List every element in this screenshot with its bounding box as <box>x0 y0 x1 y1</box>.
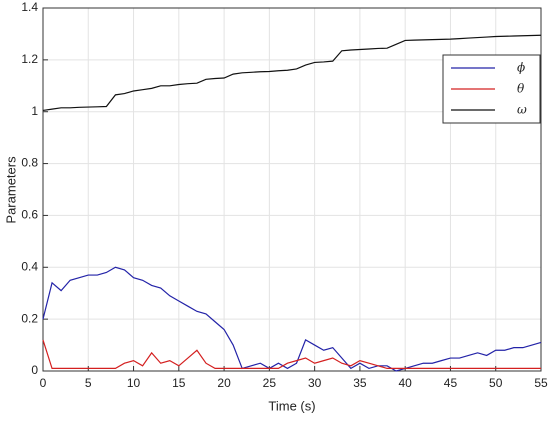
series-line <box>42 34 542 112</box>
x-tick-label: 50 <box>489 376 503 390</box>
y-tick-label: 0 <box>31 363 38 377</box>
x-tick-label: 55 <box>534 376 548 390</box>
y-tick-label: 1 <box>31 104 38 118</box>
x-tick-label: 35 <box>353 376 367 390</box>
legend-label: θ <box>517 82 525 96</box>
x-tick-label: 5 <box>85 376 92 390</box>
y-axis-label: Parameters <box>3 156 18 224</box>
legend-label: ϕ <box>517 61 525 75</box>
x-tick-label: 45 <box>444 376 458 390</box>
y-tick-label: 0.8 <box>21 156 38 170</box>
x-tick-label: 40 <box>399 376 413 390</box>
y-tick-label: 0.4 <box>21 259 38 273</box>
x-tick-label: 20 <box>217 376 231 390</box>
y-tick-label: 1.4 <box>21 0 38 14</box>
x-tick-label: 15 <box>172 376 186 390</box>
x-tick-label: 25 <box>263 376 277 390</box>
x-tick-label: 0 <box>40 376 47 390</box>
y-tick-label: 1.2 <box>21 52 38 66</box>
x-axis-label: Time (s) <box>268 398 315 413</box>
plot-frame <box>42 7 542 372</box>
series-line <box>42 266 542 372</box>
x-tick-label: 30 <box>308 376 322 390</box>
x-tick-label: 10 <box>127 376 141 390</box>
series-line <box>42 339 541 370</box>
y-tick-label: 0.2 <box>21 311 38 325</box>
legend-label: ω <box>517 103 527 117</box>
y-tick-label: 0.6 <box>21 208 38 222</box>
